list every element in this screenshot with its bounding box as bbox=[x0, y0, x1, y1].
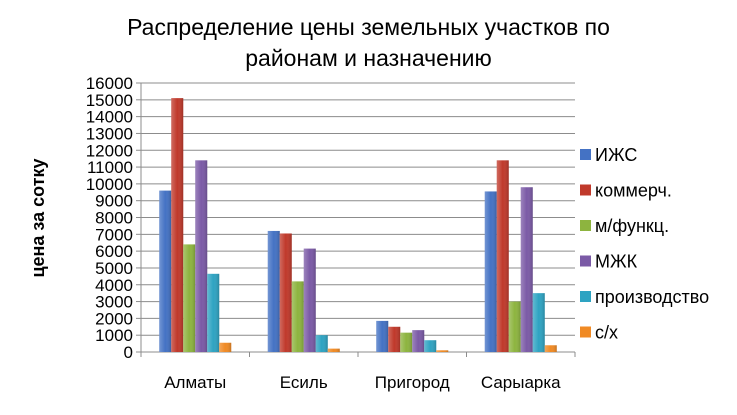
bar bbox=[303, 248, 316, 352]
y-tick-label: 16000 bbox=[86, 74, 133, 93]
y-tick-label: 12000 bbox=[86, 141, 133, 160]
legend: ИЖС коммерч. м/функц. МЖК производство с/х bbox=[580, 145, 709, 343]
bar bbox=[544, 345, 557, 352]
x-tick-label: Пригород bbox=[375, 373, 450, 392]
bars bbox=[159, 98, 557, 352]
y-tick-label: 4000 bbox=[95, 276, 133, 295]
legend-item: м/функц. bbox=[580, 216, 669, 236]
legend-swatch bbox=[580, 149, 591, 160]
legend-swatch bbox=[580, 326, 591, 338]
y-tick-label: 2000 bbox=[95, 309, 133, 328]
bar bbox=[400, 332, 413, 352]
legend-item: МЖК bbox=[580, 252, 638, 272]
y-tick-label: 9000 bbox=[95, 192, 133, 211]
y-tick-label: 8000 bbox=[95, 209, 133, 228]
legend-label: ИЖС bbox=[595, 145, 637, 165]
y-tick-label: 15000 bbox=[86, 91, 133, 110]
bar bbox=[267, 230, 280, 352]
legend-swatch bbox=[580, 255, 591, 267]
bar bbox=[183, 244, 196, 352]
y-tick-label: 6000 bbox=[95, 242, 133, 261]
legend-label: с/х bbox=[595, 323, 618, 343]
bar bbox=[315, 335, 328, 352]
y-tick-label: 11000 bbox=[87, 158, 133, 177]
bar bbox=[520, 187, 533, 352]
chart-title-line-1: Распределение цены земельных участков по bbox=[127, 14, 610, 40]
chart-title: Распределение цены земельных участков по… bbox=[0, 12, 737, 74]
bar bbox=[207, 273, 220, 352]
legend-label: производство bbox=[595, 287, 709, 307]
bar bbox=[195, 160, 208, 352]
y-tick-label: 0 bbox=[124, 343, 133, 362]
y-tick-label: 5000 bbox=[95, 259, 133, 278]
legend-item: производство bbox=[580, 287, 709, 307]
y-tick-label: 1000 bbox=[95, 326, 133, 345]
bar bbox=[376, 320, 389, 352]
bar bbox=[436, 350, 449, 352]
legend-item: с/х bbox=[580, 323, 618, 343]
bar bbox=[159, 190, 172, 352]
legend-swatch bbox=[580, 291, 591, 302]
y-tick-label: 13000 bbox=[86, 124, 133, 143]
bar bbox=[291, 281, 304, 352]
bar bbox=[424, 340, 437, 352]
bar bbox=[327, 348, 340, 352]
bar bbox=[388, 326, 401, 352]
legend-label: коммерч. bbox=[595, 181, 672, 201]
legend-swatch bbox=[580, 220, 591, 231]
legend-item: коммерч. bbox=[580, 181, 672, 201]
bar bbox=[171, 98, 184, 352]
bar bbox=[508, 301, 521, 352]
legend-swatch bbox=[580, 184, 591, 196]
bar bbox=[532, 293, 545, 352]
y-axis-label: цена за сотку bbox=[28, 158, 48, 277]
x-tick-label: Есиль bbox=[280, 373, 328, 392]
bar bbox=[484, 191, 497, 352]
legend-label: м/функц. bbox=[595, 216, 669, 236]
x-tick-label: Алматы bbox=[164, 373, 226, 392]
bar bbox=[279, 233, 292, 352]
bar bbox=[412, 330, 425, 352]
y-tick-label: 14000 bbox=[86, 108, 133, 127]
x-tick-label: Сарыарка bbox=[481, 373, 561, 392]
y-tick-label: 7000 bbox=[95, 225, 133, 244]
y-tick-labels: 0100020003000400050006000700080009000100… bbox=[86, 74, 133, 362]
bar bbox=[496, 160, 509, 352]
y-tick-label: 10000 bbox=[86, 175, 133, 194]
legend-item: ИЖС bbox=[580, 145, 637, 165]
y-tick-label: 3000 bbox=[95, 293, 133, 312]
bar bbox=[219, 342, 232, 352]
chart-title-line-2: районам и назначению bbox=[245, 45, 492, 71]
x-tick-labels: Алматы Есиль Пригород Сарыарка bbox=[164, 373, 561, 392]
legend-label: МЖК bbox=[595, 252, 638, 272]
